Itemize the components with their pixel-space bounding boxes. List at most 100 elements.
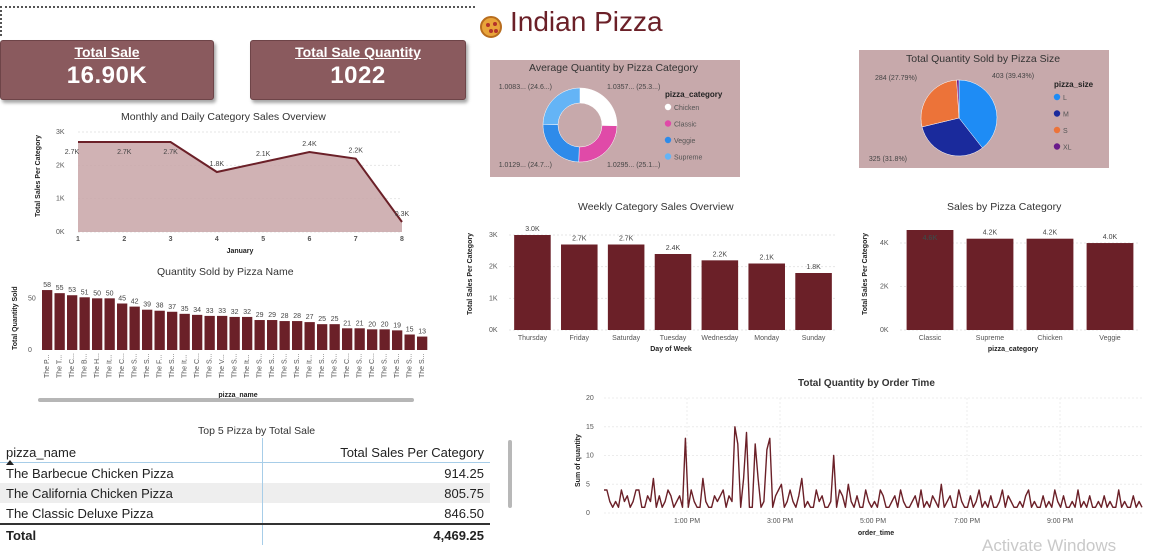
monthly-area-chart[interactable]: Total Sales Per Category January 0K 1K 2K 3… — [30, 122, 420, 257]
bysize-legend-marker — [1053, 110, 1061, 117]
byname-data-label: 38 — [156, 303, 164, 310]
ordertime-y-tick: 10 — [586, 453, 594, 460]
table-row[interactable]: The Classic Deluxe Pizza 846.50 — [0, 503, 490, 524]
monthly-x-tick: 5 — [261, 236, 265, 243]
bysize-pie-chart[interactable]: pizza_size L M S XL 403 (39.43%) 325 (31.8%) 2… — [859, 62, 1109, 168]
total-sale-card[interactable]: Total Sale 16.90K — [0, 40, 214, 100]
total-sale-value: 16.90K — [66, 62, 148, 89]
avgcat-legend-marker — [664, 120, 672, 127]
weekly-y-tick: 1K — [489, 295, 498, 302]
monthly-x-tick: 7 — [354, 236, 358, 243]
weekly-bar — [561, 244, 598, 330]
bycat-data-label: 4.2K — [1043, 230, 1058, 237]
horizontal-scrollbar[interactable] — [38, 398, 414, 402]
total-qty-card[interactable]: Total Sale Quantity 1022 — [250, 40, 466, 100]
bysize-data-label: 403 (39.43%) — [992, 73, 1034, 80]
byname-bar — [367, 329, 378, 350]
monthly-x-tick: 1 — [76, 236, 80, 243]
total-qty-value: 1022 — [330, 62, 386, 89]
table-cell-name: The California Chicken Pizza — [6, 485, 173, 501]
byname-x-tick: The S... — [394, 353, 401, 378]
table-cell-value: 914.25 — [261, 462, 490, 483]
byname-x-tick: The C... — [194, 353, 201, 378]
byname-bar-chart[interactable]: Total Quantity Sold pizza_name 0 50 58 The … — [8, 278, 440, 406]
ordertime-y-tick: 15 — [586, 424, 594, 431]
table-cell-value: 805.75 — [261, 483, 490, 503]
weekly-bar — [701, 260, 739, 330]
byname-x-tick: The S... — [257, 353, 264, 378]
monthly-x-axis-label: January — [227, 248, 254, 255]
monthly-data-label: 0.3K — [395, 211, 410, 218]
byname-y-axis-label: Total Quantity Sold — [12, 286, 19, 350]
weekly-x-tick: Wednesday — [701, 335, 738, 342]
bysize-slice — [958, 79, 998, 149]
top5-table: pizza_name Total Sales Per Category The … — [0, 438, 490, 545]
byname-bar — [254, 320, 265, 350]
monthly-x-tick: 8 — [400, 236, 404, 243]
bysize-legend-label: L — [1063, 95, 1067, 102]
byname-x-tick: The S... — [232, 353, 239, 378]
bycat-x-axis-label: pizza_category — [988, 346, 1038, 353]
byname-bar — [154, 310, 165, 350]
avgcat-legend-title: pizza_category — [665, 90, 723, 99]
byname-data-label: 28 — [293, 313, 301, 320]
ordertime-x-axis-label: order_time — [858, 530, 894, 537]
byname-x-tick: The S... — [269, 353, 276, 378]
bycat-bar — [1026, 238, 1074, 330]
bycat-data-label: 4.6K — [923, 235, 938, 242]
bysize-legend-marker — [1053, 126, 1061, 134]
byname-data-label: 29 — [268, 312, 276, 319]
byname-bar — [304, 322, 315, 350]
table-scrollbar[interactable] — [508, 440, 512, 508]
monthly-y-tick: 1K — [56, 196, 65, 203]
ordertime-line-chart[interactable]: Sum of quantity order_time 0 5 10 15 20 1:00 … — [570, 392, 1150, 542]
monthly-area-fill — [78, 142, 402, 232]
byname-x-tick: The It... — [107, 354, 114, 378]
byname-bar — [229, 316, 240, 350]
monthly-y-axis-label: Total Sales Per Category — [35, 135, 42, 217]
col-header-pizza-name[interactable]: pizza_name — [6, 444, 77, 460]
avgcat-legend-label: Supreme — [674, 155, 703, 162]
byname-data-label: 27 — [306, 314, 314, 321]
byname-bar — [67, 295, 78, 350]
byname-chart-title: Quantity Sold by Pizza Name — [157, 266, 294, 278]
byname-data-label: 25 — [331, 316, 339, 323]
byname-bar — [354, 328, 365, 350]
byname-x-tick: The S... — [282, 353, 289, 378]
byname-data-label: 28 — [281, 313, 289, 320]
bysize-legend-label: M — [1063, 112, 1069, 119]
byname-bar — [342, 328, 353, 350]
byname-data-label: 33 — [218, 308, 226, 315]
ordertime-x-tick: 7:00 PM — [954, 518, 980, 525]
byname-x-tick: The S... — [419, 353, 426, 378]
byname-x-tick: The S... — [407, 353, 414, 378]
sort-asc-icon[interactable] — [6, 460, 14, 465]
byname-bar — [392, 330, 403, 350]
weekly-x-axis-label: Day of Week — [650, 346, 692, 353]
byname-bar — [117, 303, 128, 350]
weekly-y-axis-label: Total Sales Per Category — [467, 233, 474, 315]
col-header-total-sales[interactable]: Total Sales Per Category — [261, 438, 490, 463]
avgcat-legend-label: Classic — [674, 122, 697, 129]
bysize-slice — [921, 117, 983, 157]
byname-data-label: 19 — [393, 322, 401, 329]
bycat-x-tick: Supreme — [976, 335, 1005, 342]
table-row[interactable]: The Barbecue Chicken Pizza 914.25 — [0, 462, 490, 483]
byname-x-tick: The S... — [357, 353, 364, 378]
byname-data-label: 34 — [193, 307, 201, 314]
bycat-bar — [1086, 243, 1134, 330]
weekly-y-tick: 3K — [489, 232, 498, 239]
weekly-bar-chart[interactable]: Total Sales Per Category Day of Week 0K 1… — [462, 215, 842, 355]
byname-bar — [104, 298, 115, 350]
bycat-y-axis-label: Total Sales Per Category — [862, 233, 869, 315]
weekly-bar — [514, 235, 551, 330]
avgcat-donut-chart[interactable]: pizza_category Chicken Classic Veggie Supre… — [490, 72, 740, 177]
byname-x-tick: The S... — [332, 353, 339, 378]
table-row[interactable]: The California Chicken Pizza 805.75 — [0, 483, 490, 503]
byname-data-label: 53 — [68, 287, 76, 294]
ordertime-y-axis-label: Sum of quantity — [575, 434, 582, 487]
bycat-bar-chart[interactable]: Total Sales Per Category pizza_category … — [858, 215, 1148, 355]
weekly-data-label: 2.7K — [572, 236, 587, 243]
byname-x-tick: The It... — [307, 354, 314, 378]
table-cell-name: The Barbecue Chicken Pizza — [6, 465, 174, 481]
